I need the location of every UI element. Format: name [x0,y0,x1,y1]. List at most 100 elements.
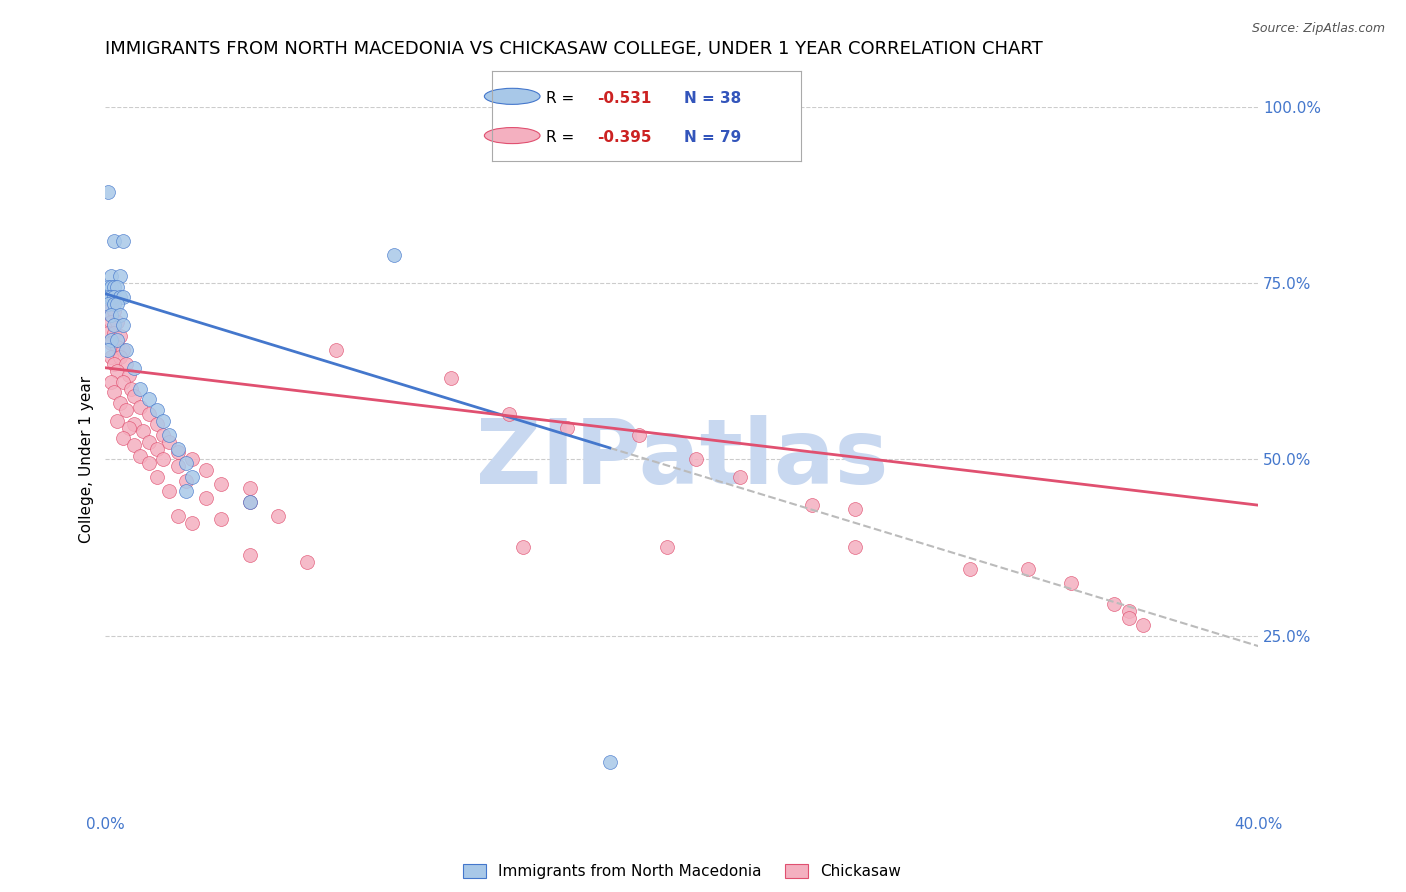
Point [174,474,197,488]
Point [105,279,128,293]
Point [100,269,122,284]
Circle shape [484,128,540,144]
Point [124,360,146,375]
Point [129,400,152,414]
Point [117,420,139,434]
Point [111,290,134,304]
Point [114,357,136,371]
Point [166,442,188,456]
Point [111,234,134,248]
Point [174,456,197,470]
Point [440,371,463,385]
Point [97,290,120,304]
Point [657,541,679,555]
Legend: Immigrants from North Macedonia, Chickasaw: Immigrants from North Macedonia, Chickas… [457,858,907,885]
Point [97,185,120,199]
Point [152,414,174,428]
Point [325,343,347,358]
Point [100,333,122,347]
Text: Source: ZipAtlas.com: Source: ZipAtlas.com [1251,22,1385,36]
Point [157,434,180,449]
Point [105,297,128,311]
Point [108,269,131,284]
Point [108,308,131,322]
Point [138,392,160,407]
Point [100,336,122,351]
Point [181,516,204,530]
Point [103,234,125,248]
Point [728,470,751,484]
Point [555,420,578,434]
Point [100,297,122,311]
Point [685,452,707,467]
Point [239,481,262,495]
Point [103,326,125,340]
Point [124,417,146,431]
Point [844,541,866,555]
Point [103,385,125,400]
Point [100,350,122,364]
Point [297,555,319,569]
Point [239,494,262,508]
Point [146,403,169,417]
Point [174,484,197,499]
Point [166,508,188,523]
Point [138,434,160,449]
Point [152,452,174,467]
Text: IMMIGRANTS FROM NORTH MACEDONIA VS CHICKASAW COLLEGE, UNDER 1 YEAR CORRELATION C: IMMIGRANTS FROM NORTH MACEDONIA VS CHICK… [105,40,1043,58]
Point [111,375,134,389]
Point [132,424,155,438]
Point [100,315,122,329]
Point [111,431,134,445]
Point [959,561,981,575]
Y-axis label: College, Under 1 year: College, Under 1 year [79,376,94,543]
Point [146,417,169,431]
Point [129,382,152,396]
Point [166,445,188,459]
Point [195,491,218,505]
Point [129,449,152,463]
Point [105,414,128,428]
Point [97,297,120,311]
Point [157,427,180,442]
Point [195,463,218,477]
Point [97,304,120,318]
Point [103,304,125,318]
Point [97,279,120,293]
Point [114,403,136,417]
Point [1017,561,1039,575]
Point [844,501,866,516]
Point [157,484,180,499]
Point [111,318,134,333]
Point [97,326,120,340]
Point [105,364,128,378]
Point [239,548,262,562]
Point [103,357,125,371]
Point [117,368,139,382]
Point [124,438,146,452]
Point [1118,604,1140,618]
Point [111,343,134,358]
Point [138,456,160,470]
Point [152,427,174,442]
Point [599,756,621,770]
Point [627,427,650,442]
Point [209,512,232,526]
Point [498,407,520,421]
Point [97,343,120,358]
Point [1118,611,1140,625]
Text: R =: R = [546,91,575,105]
Point [181,470,204,484]
Point [103,279,125,293]
Point [166,459,188,474]
Point [97,290,120,304]
Point [1102,597,1125,611]
Text: -0.531: -0.531 [598,91,651,105]
Circle shape [484,88,540,104]
Point [105,340,128,354]
Text: N = 79: N = 79 [683,130,741,145]
Point [103,290,125,304]
Point [267,508,290,523]
Point [382,248,405,262]
Point [146,470,169,484]
